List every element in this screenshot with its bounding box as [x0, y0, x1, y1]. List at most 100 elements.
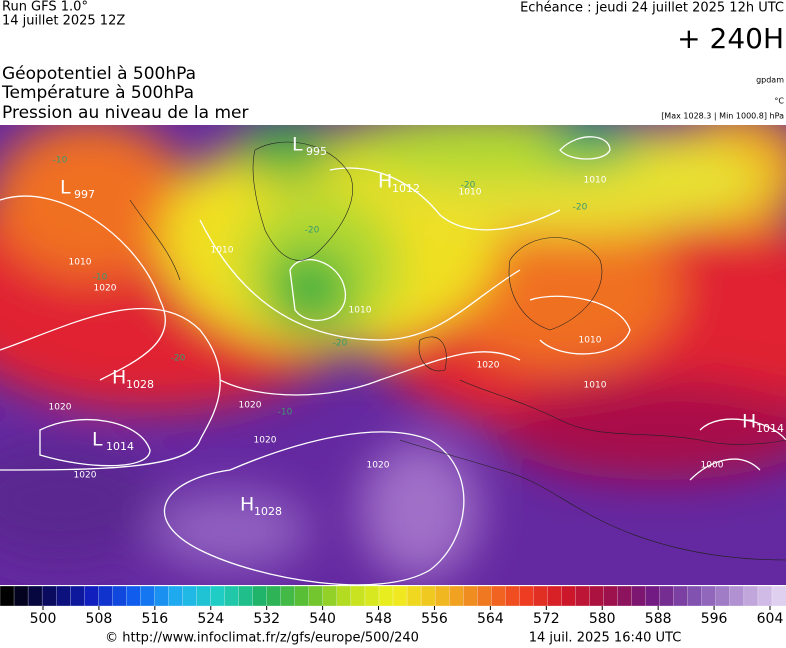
colorbar-label: 508 — [86, 611, 113, 627]
colorbar-cell — [196, 585, 212, 607]
isobar-label: 1010 — [211, 246, 234, 256]
pressure-letter: H — [240, 494, 254, 516]
colorbar-cell — [238, 585, 254, 607]
isobar-label: 1020 — [74, 471, 97, 481]
colorbar-cell — [434, 585, 450, 607]
isobar-label: 1010 — [69, 258, 92, 268]
colorbar-label: 604 — [757, 611, 784, 627]
colorbar-cell — [491, 585, 506, 607]
colorbar-cell — [533, 585, 549, 607]
legend-line: Pression au niveau de la mer — [2, 103, 248, 123]
footer-date: 14 juil. 2025 16:40 UTC — [529, 631, 682, 646]
colorbar-cell — [140, 585, 156, 607]
colorbar-cell — [252, 585, 268, 607]
isobar-label: 1000 — [701, 461, 724, 471]
pressure-letter: H — [378, 171, 392, 193]
colorbar-cell — [364, 585, 380, 607]
colorbar-cell — [210, 585, 226, 607]
colorbar-label: 548 — [365, 611, 392, 627]
colorbar-cell — [168, 585, 184, 607]
isobar-label: 1010 — [579, 336, 602, 346]
colorbar-cell — [420, 585, 436, 607]
temperature-label: -20 — [305, 226, 320, 236]
colorbar-cell — [182, 585, 198, 607]
colorbar-cell — [27, 585, 43, 607]
legend-line: Température à 500hPa — [1, 83, 194, 103]
colorbar-cell — [729, 585, 745, 607]
colorbar-cell — [687, 585, 703, 607]
pressure-letter: H — [742, 411, 756, 433]
colorbar-cell — [55, 585, 71, 607]
pressure-letter: L — [60, 177, 71, 199]
colorbar-cell — [757, 585, 773, 607]
colorbar-cell — [561, 585, 577, 607]
isobar-label: 1020 — [239, 401, 262, 411]
colorbar-label: 516 — [141, 611, 168, 627]
colorbar-cell — [322, 585, 338, 607]
colorbar-cell — [406, 585, 422, 607]
colorbar-label: 588 — [645, 611, 672, 627]
colorbar-cell — [98, 585, 113, 607]
colorbar-cell — [631, 585, 647, 607]
colorbar-label: 524 — [197, 611, 224, 627]
unit: gpdam — [756, 76, 784, 85]
colorbar-cell — [308, 585, 324, 607]
valid-time: Echéance : jeudi 24 juillet 2025 12h UTC — [520, 1, 784, 16]
colorbar-cell — [659, 585, 675, 607]
pressure-value: 1012 — [392, 182, 420, 195]
legend-line: Géopotentiel à 500hPa — [2, 64, 196, 84]
colorbar-cell — [154, 585, 170, 607]
pressure-value: 1014 — [106, 440, 134, 453]
colorbar-label: 540 — [309, 611, 336, 627]
colorbar-cell — [603, 585, 619, 607]
isobar-label: 1020 — [367, 461, 390, 471]
colorbar-cell — [84, 585, 99, 607]
pressure-letter: H — [112, 367, 126, 389]
pressure-letter: L — [292, 134, 303, 156]
colorbar-cell — [392, 585, 408, 607]
colorbar-cell — [126, 585, 142, 607]
unit: [Max 1028.3 | Min 1000.8] hPa — [661, 112, 784, 121]
isobars — [0, 136, 786, 585]
colorbar-label: 596 — [701, 611, 728, 627]
isobar-label: 1010 — [349, 306, 372, 316]
colorbar-cell — [0, 585, 15, 607]
colorbar-label: 572 — [533, 611, 560, 627]
lead-time: + 240H — [677, 22, 784, 55]
temperature-label: -20 — [333, 339, 348, 349]
pressure-value: 1028 — [254, 505, 282, 518]
colorbar-cell — [701, 585, 717, 607]
colorbar-cell — [350, 585, 366, 607]
isobar-label: 1020 — [254, 436, 277, 446]
colorbar-cell — [645, 585, 661, 607]
temperature-label: -20 — [461, 181, 476, 191]
colorbar-cell — [224, 585, 240, 607]
temperature-label: -20 — [171, 354, 186, 364]
unit: °C — [774, 97, 784, 106]
temperature-label: -20 — [573, 203, 588, 213]
temperature-label: -10 — [278, 408, 293, 418]
colorbar-cell — [505, 585, 520, 607]
pressure-value: 997 — [74, 188, 95, 201]
run: Run GFS 1.0° — [2, 0, 88, 15]
colorbar-label: 580 — [589, 611, 616, 627]
colorbar-cell — [112, 585, 127, 607]
pressure-letter: L — [92, 429, 103, 451]
colorbar-cell — [463, 585, 478, 607]
footer-source: © http://www.infoclimat.fr/z/gfs/europe/… — [105, 631, 419, 646]
colorbar-cell — [13, 585, 29, 607]
run-date: 14 juillet 2025 12Z — [2, 14, 125, 29]
colorbar-label: 532 — [253, 611, 280, 627]
colorbar-cell — [448, 585, 464, 607]
colorbar-cell — [280, 585, 296, 607]
colorbar-cell — [771, 585, 786, 607]
colorbar-cell — [294, 585, 310, 607]
isobar-label: 1010 — [584, 176, 607, 186]
colorbar-cell — [673, 585, 689, 607]
pressure-value: 1028 — [126, 378, 154, 391]
colorbar-cell — [547, 585, 563, 607]
colorbar-label: 500 — [30, 611, 57, 627]
isobar-label: 1010 — [459, 188, 482, 198]
colorbar-cell — [266, 585, 282, 607]
